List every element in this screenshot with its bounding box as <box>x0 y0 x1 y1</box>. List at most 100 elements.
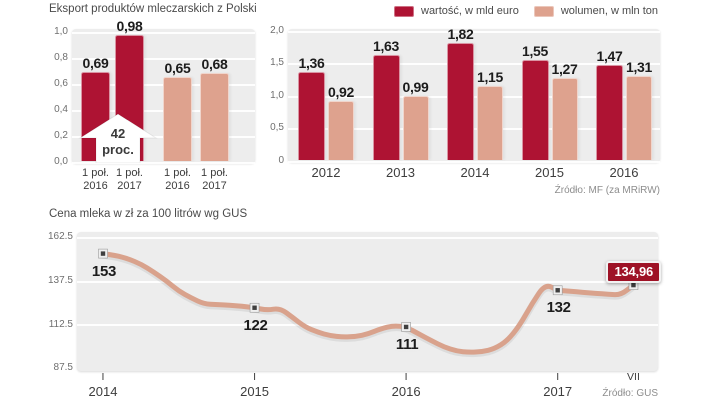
export-bar-value: 0,98 <box>116 17 143 34</box>
point-marker <box>555 288 560 293</box>
export-chart-title: Eksport produktów mleczarskich z Polski <box>49 3 257 15</box>
yearly-y-tick: 0 <box>278 154 284 166</box>
price-x-tick-roman: VII <box>627 371 640 383</box>
yearly-volume-bar <box>402 96 429 161</box>
price-y-tick: 162.5 <box>47 231 73 242</box>
price-x-tick-year: 2016 <box>391 384 421 399</box>
yearly-volume-bar <box>626 75 652 161</box>
yearly-gridline <box>288 128 660 131</box>
yearly-y-tick: 1,0 <box>270 89 284 101</box>
export-bar <box>81 72 110 162</box>
price-x-tick-roman: I <box>253 371 257 383</box>
price-line-canvas <box>98 248 639 358</box>
yearly-bar-value: 1,36 <box>298 55 325 72</box>
yearly-value-bar <box>447 42 474 161</box>
legend: wartość, w mld euro wolumen, w mln ton <box>394 5 658 17</box>
export-x-label-line: 2017 <box>117 179 142 192</box>
price-x-tick-roman: I <box>404 371 408 383</box>
export-bar <box>115 34 144 162</box>
yearly-bar-value: 1,15 <box>476 69 504 86</box>
yearly-gridline <box>288 63 660 66</box>
export-x-label: 1 poł. 2016 <box>164 167 191 192</box>
yearly-gridline <box>288 31 660 33</box>
yearly-chart-plot: 1,36 0,92 1,63 0,99 1,82 1,15 1,55 1,27 1,47 1,31 <box>288 25 660 163</box>
yearly-value-bar <box>596 65 623 161</box>
export-x-label-line: 1 poł. <box>164 167 191 179</box>
legend-label-value: wartość, w mld euro <box>421 5 519 17</box>
price-y-tick: 137.5 <box>47 275 73 286</box>
legend-swatch-value-icon <box>394 5 414 17</box>
export-gridline <box>72 161 255 164</box>
point-marker <box>631 282 636 288</box>
yearly-gridline <box>288 95 660 98</box>
yearly-bar-value: 0,99 <box>402 79 429 96</box>
price-gridline <box>77 324 658 327</box>
export-bar <box>163 77 192 162</box>
yearly-y-tick: 0,5 <box>270 122 284 134</box>
yearly-chart-source: Źródło: MF (za MRiRW) <box>554 185 660 196</box>
export-y-tick: 0,2 <box>54 129 68 141</box>
price-y-tick: 112.5 <box>48 318 73 330</box>
price-y-tick: 87.5 <box>53 362 73 373</box>
export-x-label-line: 2016 <box>165 179 190 192</box>
export-y-tick: 0,0 <box>54 155 68 167</box>
yearly-value-bar <box>521 60 549 161</box>
yearly-bar-value: 0,92 <box>327 83 355 100</box>
yearly-volume-bar <box>551 78 578 161</box>
price-point-label: 111 <box>395 335 419 353</box>
export-bar-value: 0,65 <box>164 60 191 77</box>
price-chart-title: Cena mleka w zł za 100 litrów wg GUS <box>49 208 248 220</box>
yearly-x-label: 2016 <box>609 165 639 180</box>
export-x-label-line: 1 poł. <box>116 167 143 179</box>
export-bar <box>200 73 229 162</box>
export-gridline <box>72 32 255 34</box>
price-x-tick-year: 2014 <box>88 384 118 399</box>
export-bar-value: 0,68 <box>201 56 228 73</box>
export-x-label-line: 1 poł. <box>82 167 109 179</box>
price-point-label: 132 <box>546 299 571 317</box>
export-gridline <box>72 57 255 60</box>
yearly-bar-value: 1,47 <box>596 48 623 65</box>
yearly-bar-value: 1,82 <box>447 25 474 42</box>
price-point-label: 153 <box>91 262 117 280</box>
price-line-series <box>100 251 636 355</box>
export-x-label-line: 1 poł. <box>201 167 228 179</box>
yearly-bar-value: 1,27 <box>551 61 578 78</box>
price-gridline <box>77 280 658 283</box>
point-marker <box>252 305 257 310</box>
price-chart-plot: 153 122 111 132 134,96 <box>77 232 662 371</box>
export-y-tick: 0,8 <box>54 51 68 63</box>
yearly-x-label: 2015 <box>535 165 564 180</box>
point-marker <box>100 251 106 256</box>
yearly-y-tick: 1,5 <box>270 57 284 69</box>
yearly-value-bar <box>372 54 400 161</box>
price-gridline <box>77 237 658 239</box>
yearly-gridline <box>288 160 660 163</box>
yearly-y-tick: 2,0 <box>270 25 284 36</box>
legend-swatch-volume-icon <box>533 5 554 17</box>
price-x-tick-roman: I <box>556 371 560 383</box>
export-y-tick: 0,4 <box>54 103 68 115</box>
price-chart-source: Źródło: GUS <box>602 388 658 399</box>
yearly-x-label: 2012 <box>311 165 341 180</box>
point-marker <box>403 324 409 330</box>
price-highlight-badge: 134,96 <box>606 261 662 284</box>
export-x-label: 1 poł. 2016 <box>82 167 109 192</box>
export-chart-plot: 0,69 0,98 0,65 0,68 42 proc. <box>72 18 255 164</box>
yearly-volume-bar <box>328 100 354 161</box>
export-y-tick: 0,6 <box>54 77 68 89</box>
export-bar-value: 0,69 <box>82 55 109 72</box>
price-x-tick-year: 2017 <box>543 384 573 399</box>
yearly-bar-value: 1,31 <box>625 58 653 75</box>
yearly-x-label: 2014 <box>460 165 490 180</box>
export-y-tick: 1,0 <box>54 26 68 37</box>
export-x-label: 1 poł. 2017 <box>116 167 143 192</box>
yearly-volume-bar <box>477 86 503 161</box>
yearly-x-label: 2013 <box>386 165 415 180</box>
yearly-bar-value: 1,55 <box>521 43 549 60</box>
export-x-label: 1 poł. 2017 <box>201 167 228 192</box>
price-x-tick-roman: I <box>101 371 105 383</box>
export-x-label-line: 2017 <box>202 179 227 192</box>
price-x-tick-year: 2015 <box>240 384 270 399</box>
